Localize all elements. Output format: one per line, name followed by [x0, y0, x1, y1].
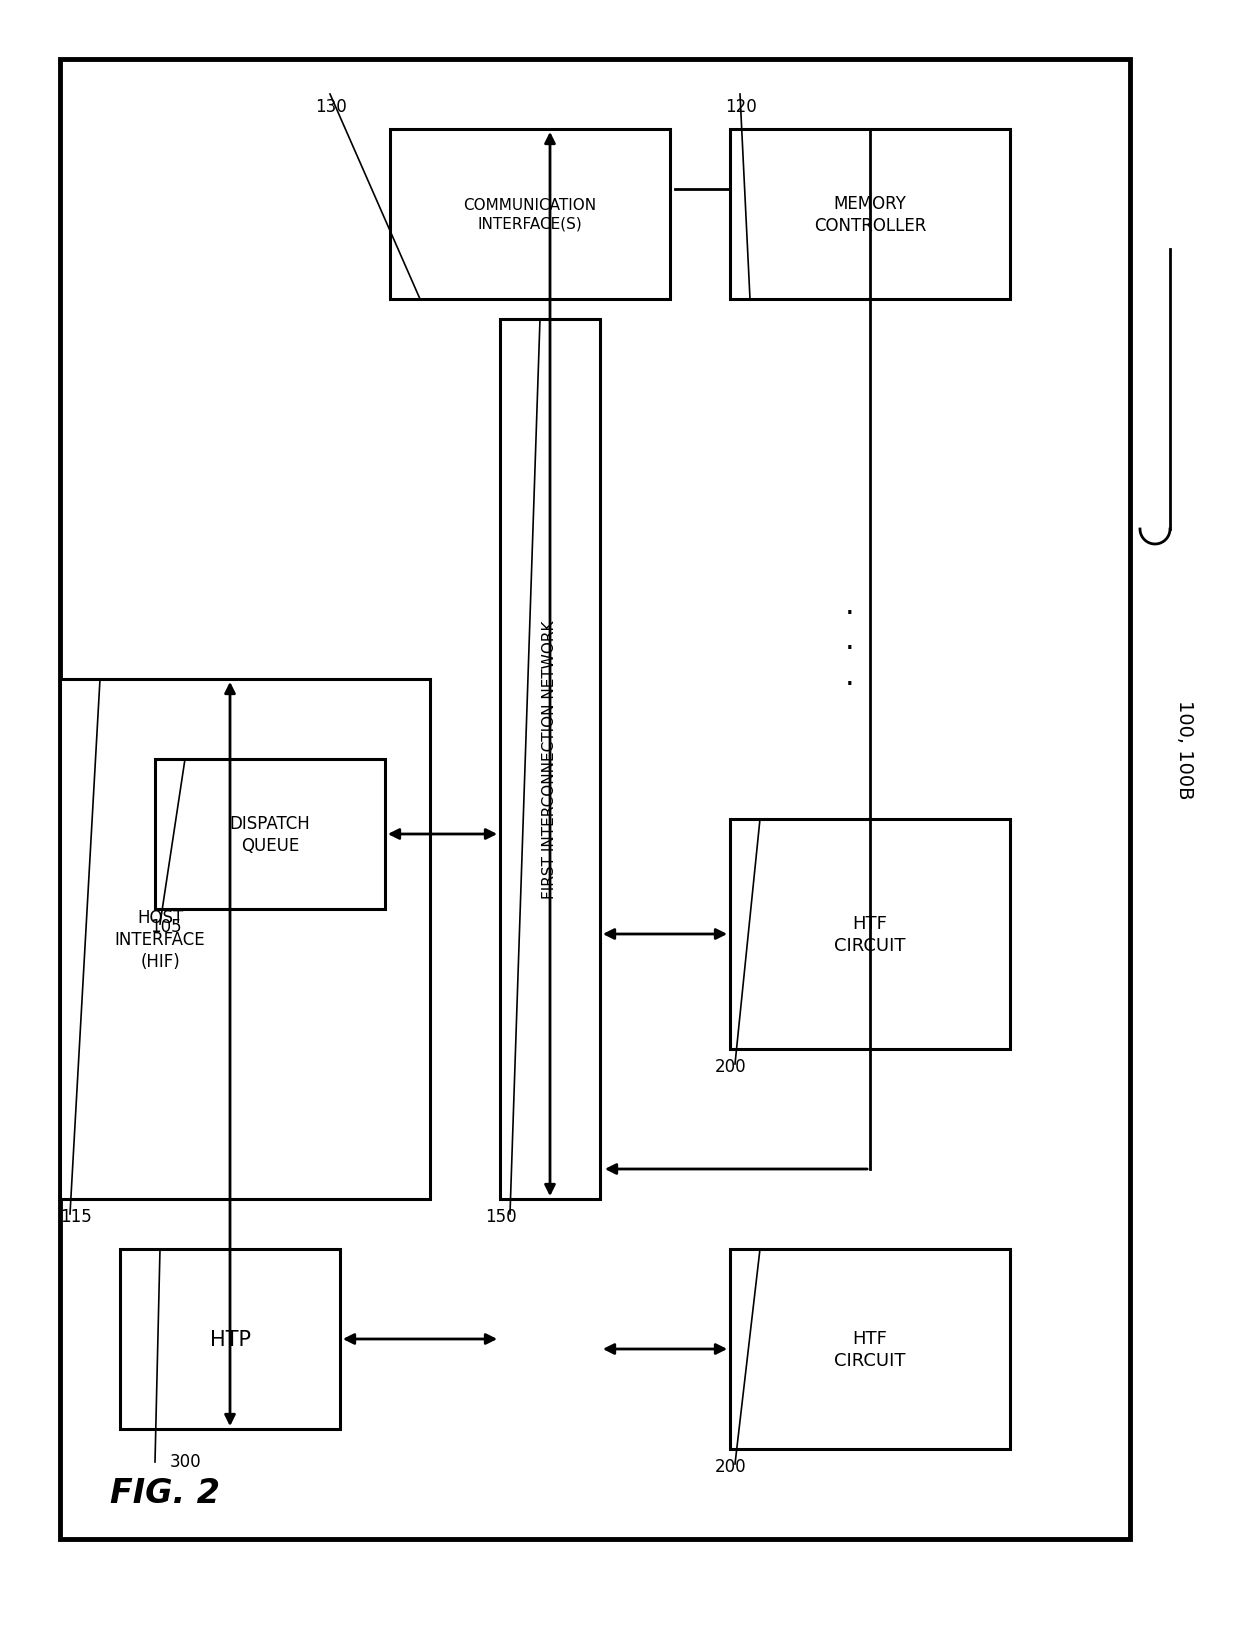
Text: HTP: HTP — [210, 1328, 250, 1350]
Text: 130: 130 — [315, 98, 347, 116]
Text: HTF
CIRCUIT: HTF CIRCUIT — [835, 914, 905, 955]
Bar — [60, 60, 1130, 1539]
Text: 120: 120 — [725, 98, 756, 116]
Text: 200: 200 — [715, 1058, 746, 1076]
Text: FIG. 2: FIG. 2 — [110, 1477, 219, 1509]
Bar — [155, 760, 384, 910]
Text: 115: 115 — [60, 1208, 92, 1226]
Text: FIRST INTERCONNECTION NETWORK: FIRST INTERCONNECTION NETWORK — [542, 621, 558, 898]
Text: MEMORY
CONTROLLER: MEMORY CONTROLLER — [813, 194, 926, 235]
Bar — [730, 1249, 1011, 1449]
Text: 200: 200 — [715, 1457, 746, 1475]
Text: ·
·
·: · · · — [846, 600, 854, 699]
Text: COMMUNICATION
INTERFACE(S): COMMUNICATION INTERFACE(S) — [464, 199, 596, 231]
Bar — [500, 319, 600, 1200]
Text: 150: 150 — [485, 1208, 517, 1226]
Bar — [391, 130, 670, 300]
Bar — [730, 130, 1011, 300]
Bar — [730, 820, 1011, 1050]
Text: HOST
INTERFACE
(HIF): HOST INTERFACE (HIF) — [114, 908, 206, 970]
Text: HTF
CIRCUIT: HTF CIRCUIT — [835, 1328, 905, 1369]
Bar — [120, 1249, 340, 1430]
Bar — [60, 680, 430, 1200]
Text: DISPATCH
QUEUE: DISPATCH QUEUE — [229, 815, 310, 854]
Text: 105: 105 — [150, 918, 181, 936]
Text: 300: 300 — [170, 1452, 202, 1470]
Text: 100, 100B: 100, 100B — [1176, 699, 1194, 799]
